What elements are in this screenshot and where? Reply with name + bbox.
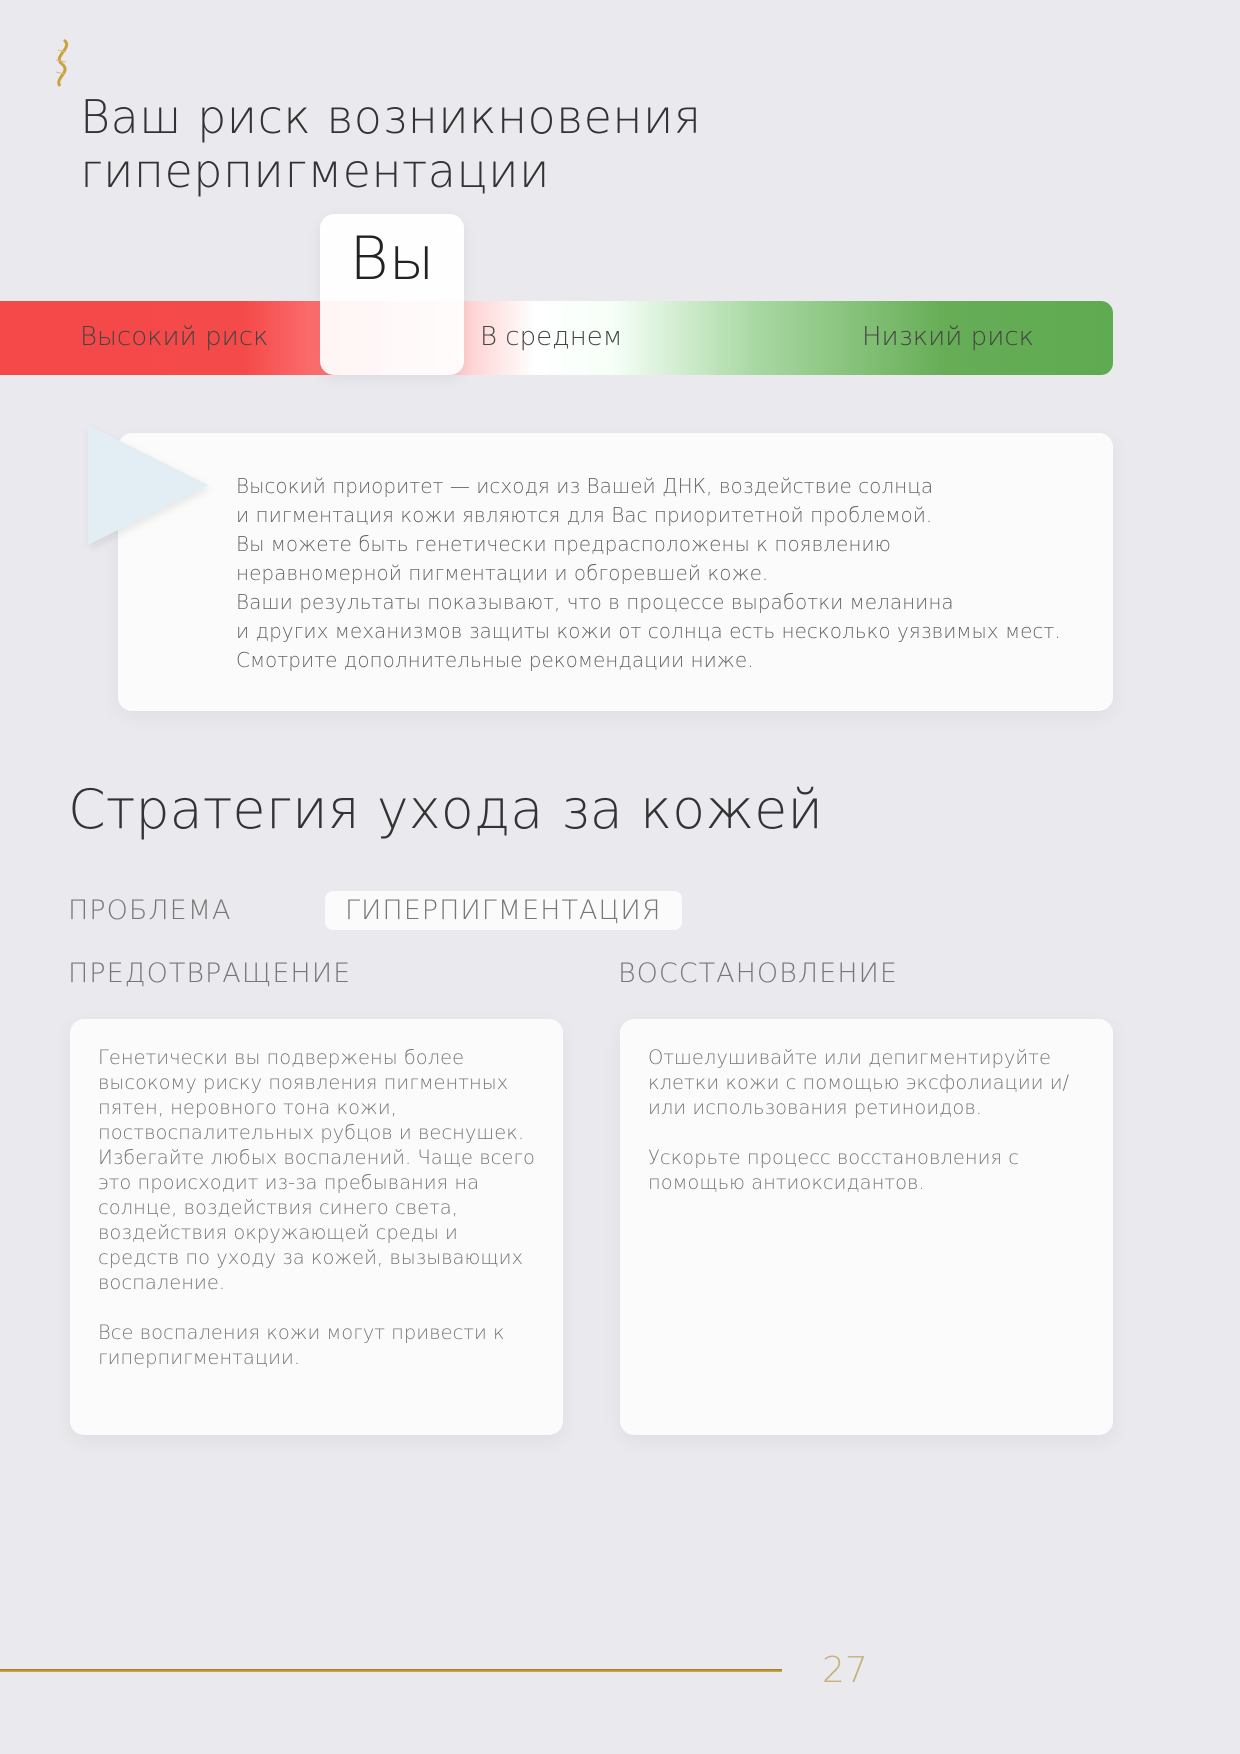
page-title: Ваш риск возникновения гиперпигментации <box>80 90 702 198</box>
low-risk-label: Низкий риск <box>862 322 1035 352</box>
prevention-text: Генетически вы подвержены более высокому… <box>98 1046 535 1294</box>
summary-line: и пигментация кожи являются для Вас прио… <box>236 503 933 527</box>
summary-line: Ваши результаты показывают, что в процес… <box>236 590 954 614</box>
summary-line: неравномерной пигментации и обгоревшей к… <box>236 561 769 585</box>
recovery-card: Отшелушивайте или депигментируйте клетки… <box>620 1019 1113 1435</box>
problem-value: ГИПЕРПИГМЕНТАЦИЯ <box>325 891 682 930</box>
summary-line: и других механизмов защиты кожи от солнц… <box>236 619 1061 643</box>
title-line: Ваш риск возникновения <box>80 90 702 144</box>
problem-label: ПРОБЛЕМА <box>68 895 232 926</box>
summary-line: Вы можете быть генетически предрасположе… <box>236 532 891 556</box>
recovery-text: Ускорьте процесс восстановления с помощь… <box>648 1146 1019 1194</box>
prevention-card: Генетически вы подвержены более высокому… <box>70 1019 563 1435</box>
dna-logo-icon <box>55 38 68 87</box>
recovery-text: Отшелушивайте или депигментируйте клетки… <box>648 1046 1070 1119</box>
prevention-text: Все воспаления кожи могут привести к гип… <box>98 1321 505 1369</box>
summary-line: Смотрите дополнительные рекомендации ниж… <box>236 648 754 672</box>
footer-divider <box>0 1669 782 1672</box>
title-line: гиперпигментации <box>80 144 550 198</box>
summary-card <box>118 433 1113 711</box>
triangle-pointer-icon <box>88 425 208 545</box>
summary-line: Высокий приоритет — исходя из Вашей ДНК,… <box>236 474 934 498</box>
page-number: 27 <box>822 1650 868 1691</box>
recovery-label: ВОССТАНОВЛЕНИЕ <box>618 958 898 989</box>
prevention-label: ПРЕДОТВРАЩЕНИЕ <box>68 958 352 989</box>
high-risk-label: Высокий риск <box>80 322 269 352</box>
you-marker: Вы <box>320 214 464 375</box>
risk-scale-bar <box>0 301 1113 375</box>
summary-text: Высокий приоритет — исходя из Вашей ДНК,… <box>236 472 1061 675</box>
average-risk-label: В среднем <box>480 322 623 352</box>
strategy-heading: Стратегия ухода за кожей <box>68 778 823 841</box>
you-marker-label: Вы <box>349 224 435 294</box>
